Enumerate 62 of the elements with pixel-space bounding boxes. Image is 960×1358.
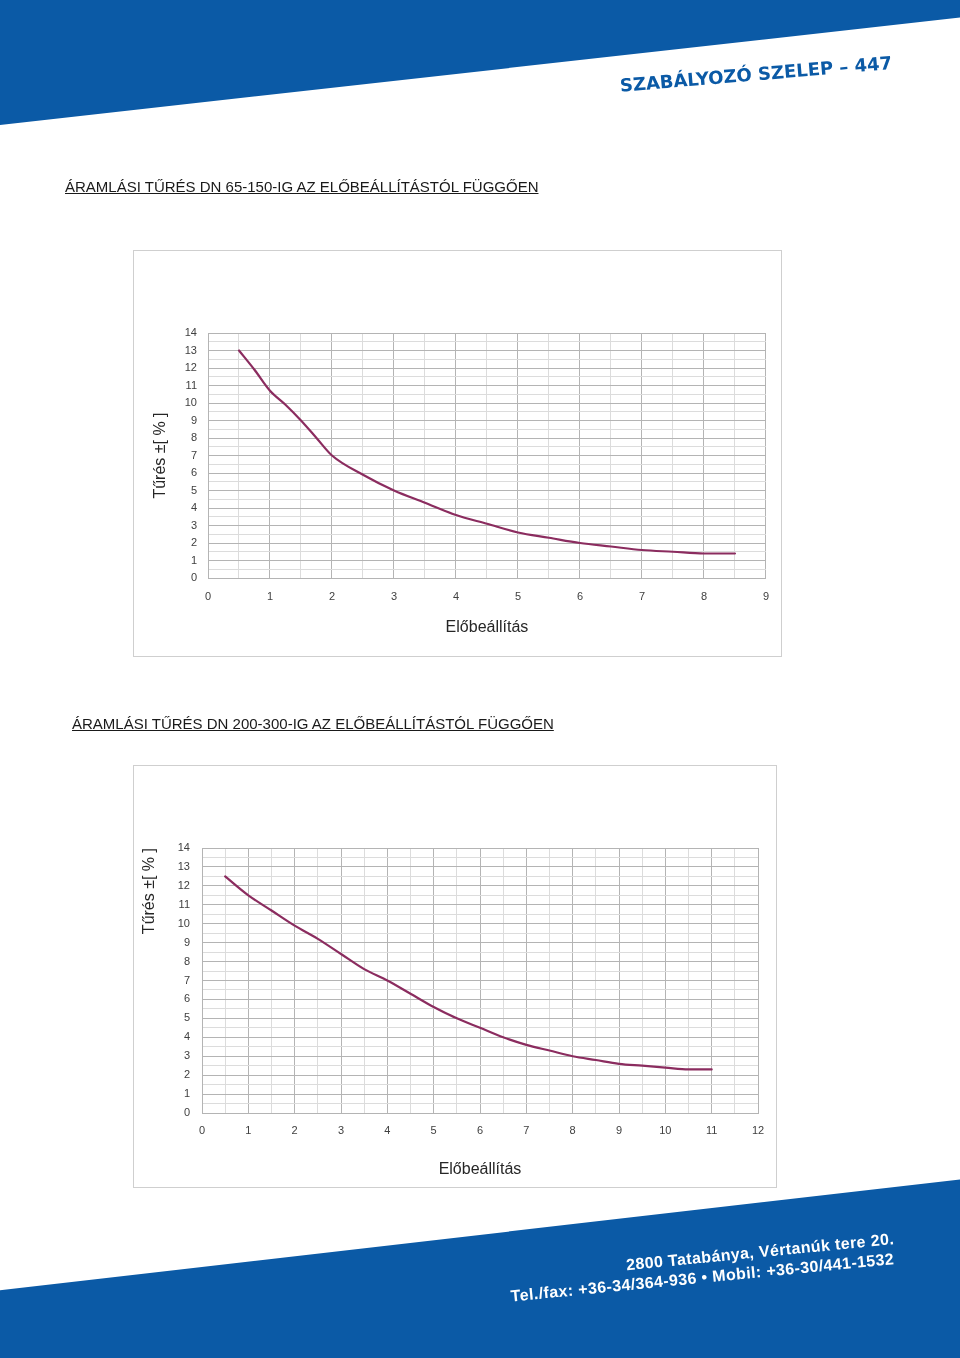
x-tick-label: 10 bbox=[659, 1123, 672, 1136]
y-tick-label: 13 bbox=[184, 343, 197, 356]
y-tick-label: 4 bbox=[183, 1030, 190, 1043]
y-tick-label: 8 bbox=[190, 431, 197, 444]
line-series bbox=[237, 349, 737, 555]
y-tick-label: 1 bbox=[190, 553, 197, 566]
x-tick-label: 7 bbox=[638, 589, 646, 602]
y-axis-title: Tűrés ±[ % ] bbox=[140, 848, 158, 935]
x-tick-label: 3 bbox=[390, 589, 398, 602]
text: SZABÁLYOZÓ SZELEP – 447 bbox=[619, 52, 893, 96]
y-tick-label: 9 bbox=[183, 935, 190, 948]
x-axis-title: Előbeállítás bbox=[438, 1159, 522, 1177]
y-tick-label: 4 bbox=[190, 501, 197, 514]
y-tick-label: 7 bbox=[190, 448, 197, 461]
y-tick-label: 2 bbox=[183, 1068, 190, 1081]
x-tick-label: 3 bbox=[337, 1123, 345, 1136]
y-tick-label: 12 bbox=[184, 361, 197, 374]
y-tick-label: 6 bbox=[190, 466, 197, 479]
y-tick-label: 8 bbox=[183, 954, 190, 967]
chart-title: ÁRAMLÁSI TŰRÉS DN 200-300-IG AZ ELŐBEÁLLÍTÁSTÓL FÜGGŐEN bbox=[72, 715, 554, 732]
x-tick-label: 0 bbox=[198, 1123, 206, 1136]
y-tick-label: 1 bbox=[183, 1087, 190, 1100]
y-tick-label: 14 bbox=[184, 326, 197, 339]
y-tick-label: 9 bbox=[190, 413, 197, 426]
x-tick-label: 4 bbox=[452, 589, 460, 602]
y-tick-label: 0 bbox=[183, 1106, 190, 1119]
x-tick-label: 5 bbox=[514, 589, 522, 602]
x-tick-label: 2 bbox=[328, 589, 336, 602]
y-tick-label: 3 bbox=[183, 1049, 190, 1062]
y-tick-label: 11 bbox=[178, 897, 190, 910]
y-tick-label: 10 bbox=[177, 916, 190, 929]
y-tick-label: 2 bbox=[190, 536, 197, 549]
y-tick-label: 7 bbox=[183, 973, 190, 986]
x-tick-label: 8 bbox=[700, 589, 708, 602]
y-tick-label: 12 bbox=[177, 878, 190, 891]
x-axis-title: Előbeállítás bbox=[445, 617, 529, 635]
x-tick-label: 2 bbox=[291, 1123, 298, 1136]
x-tick-label: 0 bbox=[204, 589, 212, 602]
x-tick-label: 12 bbox=[751, 1123, 765, 1136]
y-tick-label: 3 bbox=[190, 518, 197, 531]
y-tick-label: 0 bbox=[190, 571, 197, 584]
x-tick-label: 9 bbox=[615, 1123, 623, 1136]
y-axis-title: Tűrés ±[ % ] bbox=[151, 412, 169, 499]
line-series bbox=[224, 875, 713, 1071]
y-tick-label: 6 bbox=[183, 992, 190, 1005]
x-tick-label: 1 bbox=[266, 589, 274, 602]
y-tick-label: 11 bbox=[185, 378, 197, 391]
x-tick-label: 9 bbox=[762, 589, 769, 602]
x-tick-label: 11 bbox=[705, 1123, 718, 1136]
chart-title: ÁRAMLÁSI TŰRÉS DN 65-150-IG AZ ELŐBEÁLLÍTÁSTÓL FÜGGŐEN bbox=[65, 178, 539, 195]
y-tick-label: 5 bbox=[183, 1011, 190, 1024]
y-tick-label: 10 bbox=[184, 396, 197, 409]
x-tick-label: 7 bbox=[523, 1123, 530, 1136]
x-tick-label: 1 bbox=[245, 1123, 252, 1136]
x-tick-label: 4 bbox=[384, 1123, 391, 1136]
x-tick-label: 8 bbox=[569, 1123, 576, 1136]
y-tick-label: 14 bbox=[177, 841, 190, 854]
y-tick-label: 13 bbox=[177, 859, 190, 872]
x-tick-label: 6 bbox=[576, 589, 584, 602]
y-tick-label: 5 bbox=[190, 483, 197, 496]
x-tick-label: 6 bbox=[476, 1123, 484, 1136]
x-tick-label: 5 bbox=[430, 1123, 437, 1136]
